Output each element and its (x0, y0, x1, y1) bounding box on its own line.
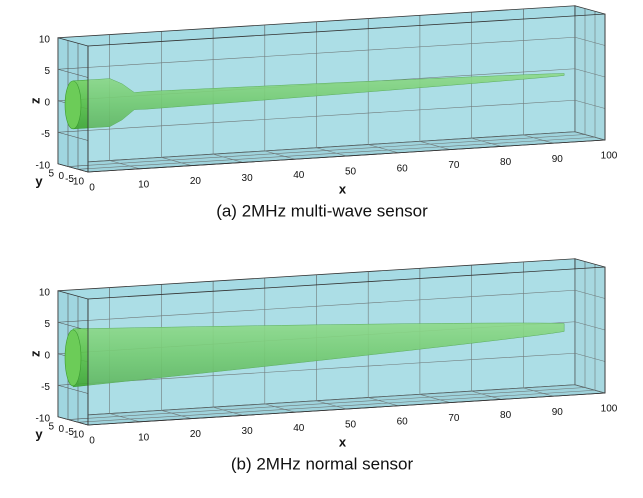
z-tick-label: 10 (39, 34, 51, 45)
z-axis-label: z (27, 97, 42, 104)
x-tick-label: 40 (293, 170, 305, 181)
y-axis-label: y (35, 426, 43, 441)
z-tick-label: 0 (44, 97, 50, 108)
plume-end (64, 80, 82, 130)
y-tick-label: 5 (48, 168, 54, 179)
front-face (87, 266, 606, 426)
plume (72, 73, 565, 130)
x-tick-label: 50 (345, 420, 357, 431)
x-tick-label: 0 (89, 436, 95, 447)
y-tick-label: 0 (58, 424, 64, 435)
x-tick-label: 20 (190, 176, 202, 187)
z-axis-label: z (27, 350, 42, 357)
x-tick-label: 70 (448, 413, 460, 424)
z-tick-label: -10 (36, 160, 51, 171)
grid-line (57, 352, 606, 394)
x-tick-label: 90 (552, 407, 564, 418)
z-tick-label: -5 (41, 382, 50, 393)
x-tick-label: 10 (138, 432, 150, 443)
caption: (a) 2MHz multi-wave sensor (216, 201, 428, 220)
x-tick-label: 100 (601, 151, 618, 162)
x-tick-label: 70 (448, 160, 460, 171)
x-axis-label: x (339, 181, 347, 196)
z-tick-label: -5 (41, 129, 50, 140)
x-tick-label: 30 (242, 173, 254, 184)
y-tick-label: -5 (65, 174, 74, 185)
grid-line (57, 99, 606, 141)
y-tick-label: -10 (70, 430, 85, 441)
grid-line (57, 289, 606, 331)
plume-end (64, 329, 82, 387)
grid-line (57, 36, 606, 78)
front-face (87, 13, 606, 173)
y-axis-label: y (35, 173, 43, 188)
y-tick-label: -10 (70, 177, 85, 188)
x-axis-label: x (339, 434, 347, 449)
z-tick-label: 10 (39, 287, 51, 298)
x-tick-label: 10 (138, 179, 150, 190)
y-tick-label: -5 (65, 427, 74, 438)
x-tick-label: 20 (190, 429, 202, 440)
x-tick-label: 60 (397, 416, 409, 427)
x-tick-label: 90 (552, 154, 564, 165)
plume (72, 322, 565, 388)
z-tick-label: -10 (36, 413, 51, 424)
x-tick-label: 80 (500, 157, 512, 168)
y-tick-label: 0 (58, 171, 64, 182)
x-tick-label: 40 (293, 423, 305, 434)
x-tick-label: 60 (397, 163, 409, 174)
x-tick-label: 50 (345, 167, 357, 178)
y-tick-label: 5 (48, 421, 54, 432)
x-tick-label: 100 (601, 404, 618, 415)
z-tick-label: 5 (44, 319, 50, 330)
z-tick-label: 0 (44, 350, 50, 361)
x-tick-label: 0 (89, 183, 95, 194)
x-tick-label: 30 (242, 426, 254, 437)
z-tick-label: 5 (44, 66, 50, 77)
x-tick-label: 80 (500, 410, 512, 421)
caption: (b) 2MHz normal sensor (231, 454, 414, 473)
